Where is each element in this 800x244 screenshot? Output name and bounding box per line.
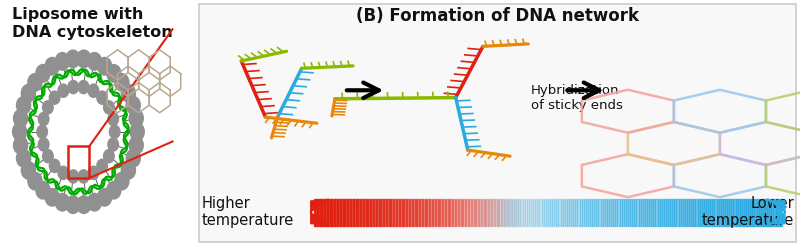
Circle shape — [98, 189, 112, 206]
FancyArrow shape — [310, 199, 328, 226]
Text: Hybridization
of sticky ends: Hybridization of sticky ends — [531, 84, 623, 112]
Circle shape — [78, 81, 89, 94]
Circle shape — [22, 162, 35, 179]
Circle shape — [17, 149, 30, 167]
Circle shape — [97, 159, 107, 173]
Circle shape — [122, 162, 135, 179]
Circle shape — [97, 91, 107, 104]
Circle shape — [68, 81, 78, 94]
Circle shape — [14, 110, 28, 127]
Circle shape — [104, 150, 114, 163]
Circle shape — [130, 123, 144, 141]
Circle shape — [110, 125, 120, 138]
FancyBboxPatch shape — [199, 4, 796, 242]
Circle shape — [45, 57, 59, 75]
Circle shape — [122, 84, 135, 102]
Circle shape — [106, 65, 121, 82]
Circle shape — [37, 125, 47, 138]
Circle shape — [77, 50, 91, 68]
Circle shape — [98, 57, 112, 75]
Circle shape — [42, 150, 53, 163]
Circle shape — [114, 74, 129, 91]
Circle shape — [38, 112, 49, 126]
Circle shape — [106, 181, 121, 199]
Bar — [68, 146, 89, 178]
Circle shape — [50, 91, 60, 104]
Circle shape — [108, 112, 118, 126]
Circle shape — [114, 172, 129, 190]
Circle shape — [78, 170, 89, 183]
Circle shape — [58, 84, 69, 97]
Circle shape — [88, 166, 98, 179]
Circle shape — [42, 101, 53, 114]
Circle shape — [68, 170, 78, 183]
Circle shape — [129, 110, 143, 127]
Circle shape — [55, 52, 70, 70]
Circle shape — [126, 97, 140, 114]
Circle shape — [28, 172, 42, 190]
Circle shape — [50, 159, 60, 173]
Circle shape — [126, 149, 140, 167]
Text: Liposome with
DNA cytoskeleton: Liposome with DNA cytoskeleton — [12, 7, 173, 40]
Circle shape — [87, 193, 102, 211]
Circle shape — [66, 196, 80, 214]
Circle shape — [28, 74, 42, 91]
Circle shape — [22, 84, 35, 102]
Circle shape — [17, 97, 30, 114]
Circle shape — [45, 189, 59, 206]
Circle shape — [13, 123, 26, 141]
Text: Higher
temperature: Higher temperature — [202, 196, 294, 228]
Circle shape — [129, 136, 143, 154]
FancyArrow shape — [767, 199, 786, 226]
Circle shape — [58, 166, 69, 179]
Circle shape — [108, 138, 118, 151]
Circle shape — [66, 50, 80, 68]
Circle shape — [14, 136, 28, 154]
Circle shape — [77, 196, 91, 214]
Circle shape — [88, 84, 98, 97]
Circle shape — [36, 181, 50, 199]
Text: (B) Formation of DNA network: (B) Formation of DNA network — [357, 7, 639, 25]
Circle shape — [38, 138, 49, 151]
Circle shape — [55, 193, 70, 211]
Circle shape — [36, 65, 50, 82]
Circle shape — [104, 101, 114, 114]
Circle shape — [87, 52, 102, 70]
Text: Lower
temperature: Lower temperature — [702, 196, 794, 228]
